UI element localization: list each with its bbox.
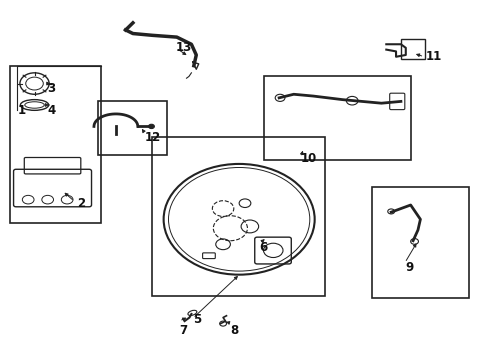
Bar	[372, 187, 469, 298]
Bar	[98, 102, 167, 155]
Bar	[152, 137, 325, 296]
Text: 8: 8	[230, 324, 239, 337]
Text: 7: 7	[179, 324, 187, 337]
Text: 10: 10	[301, 152, 318, 165]
Circle shape	[148, 124, 154, 129]
Text: 6: 6	[260, 241, 268, 255]
Bar	[10, 66, 101, 223]
Text: 9: 9	[406, 261, 414, 274]
Text: 13: 13	[176, 41, 192, 54]
Bar	[265, 76, 411, 160]
Text: 4: 4	[48, 104, 56, 117]
Text: 12: 12	[145, 131, 161, 144]
Text: 11: 11	[425, 50, 441, 63]
Text: 5: 5	[193, 313, 201, 326]
Text: 1: 1	[18, 104, 25, 117]
Bar	[401, 39, 425, 59]
Text: 3: 3	[48, 82, 56, 95]
Text: 2: 2	[77, 197, 85, 210]
